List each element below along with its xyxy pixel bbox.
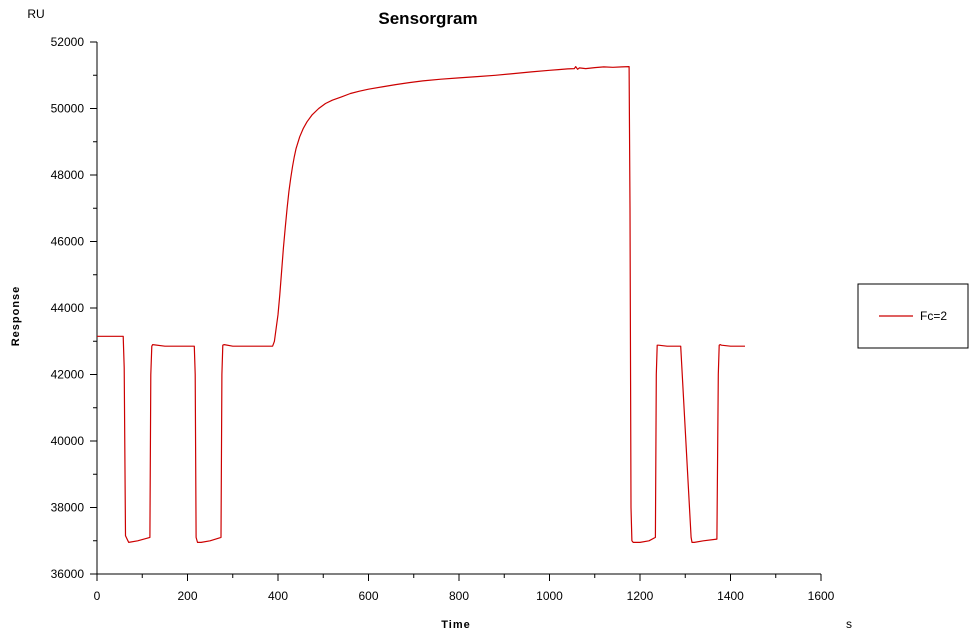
y-axis-label: Response xyxy=(10,286,22,347)
x-unit-label: s xyxy=(846,617,852,631)
chart-title: Sensorgram xyxy=(378,9,477,28)
series-layer xyxy=(97,65,745,544)
y-tick-label: 36000 xyxy=(51,567,85,581)
legend: Fc=2 xyxy=(857,283,969,349)
y-tick-label: 52000 xyxy=(51,35,85,49)
y-tick-label: 50000 xyxy=(51,102,85,116)
x-tick-label: 400 xyxy=(268,589,288,603)
x-tick-label: 1600 xyxy=(808,589,835,603)
y-tick-label: 38000 xyxy=(51,501,85,515)
y-axis-ticks: 36000 38000 40000 42000 44000 46000 48000 50000… xyxy=(51,35,97,581)
y-unit-label: RU xyxy=(27,7,44,21)
x-axis-ticks: 0 200 400 600 800 1000 1200 1400 1600 xyxy=(94,574,835,603)
y-tick-label: 48000 xyxy=(51,168,85,182)
x-tick-label: 600 xyxy=(358,589,378,603)
x-tick-label: 1200 xyxy=(627,589,654,603)
x-tick-label: 200 xyxy=(177,589,197,603)
legend-label-fc2: Fc=2 xyxy=(920,309,947,323)
y-tick-label: 40000 xyxy=(51,434,85,448)
x-axis-label: Time xyxy=(441,619,470,631)
series-line-fc2 xyxy=(97,65,745,544)
x-tick-label: 1400 xyxy=(717,589,744,603)
y-tick-label: 46000 xyxy=(51,235,85,249)
x-tick-label: 1000 xyxy=(536,589,563,603)
y-tick-label: 44000 xyxy=(51,301,85,315)
y-tick-label: 42000 xyxy=(51,368,85,382)
x-tick-label: 800 xyxy=(449,589,469,603)
x-tick-label: 0 xyxy=(94,589,101,603)
